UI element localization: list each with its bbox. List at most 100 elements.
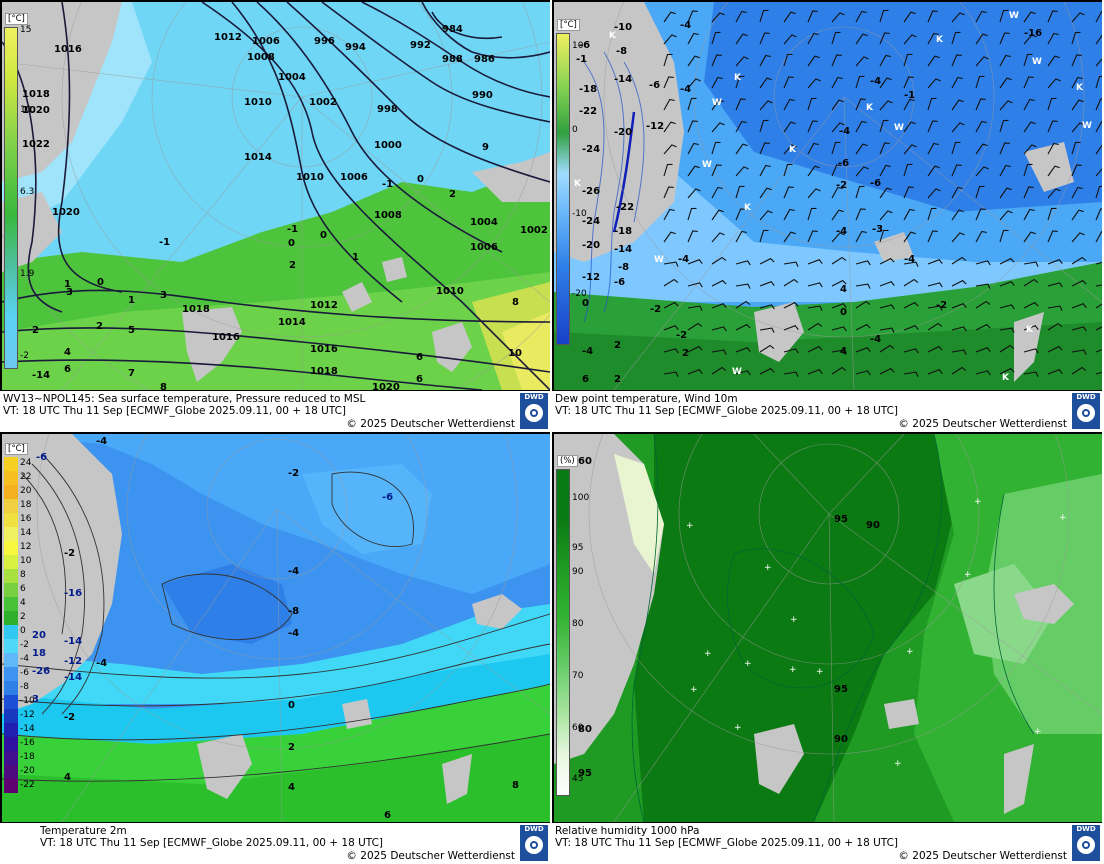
svg-text:2: 2 <box>289 260 296 271</box>
map-dewpoint-wind[interactable]: -10 -4 -6 -8 -1 -16 -14 -6 -4 -18 -22 -2… <box>554 2 1102 390</box>
wind-barb <box>1095 303 1102 309</box>
panel-t2m: -4 -6 -2 -2 -6 -4 -8 -4 -16 -14 -12 -14 … <box>0 432 550 862</box>
svg-text:1004: 1004 <box>278 72 306 83</box>
svg-text:+: + <box>816 667 824 677</box>
legend-item: 18 <box>2 499 46 513</box>
wind-barb <box>903 98 915 111</box>
legend-colorbar <box>556 33 570 345</box>
svg-text:-26: -26 <box>32 666 50 677</box>
graticule <box>36 434 550 822</box>
legend-swatch <box>4 569 18 583</box>
wind-barb <box>999 327 1015 333</box>
svg-text:20: 20 <box>32 630 46 641</box>
wind-barb <box>951 209 964 221</box>
svg-text:6: 6 <box>416 352 423 363</box>
graticule <box>2 2 550 390</box>
svg-text:-12: -12 <box>64 656 82 667</box>
legend-item: 12 <box>2 541 46 555</box>
rh1000-svg: + + + + + + + + + + + + + + + 60 95 90 95 90 80 95 <box>554 434 1102 822</box>
svg-text:1010: 1010 <box>296 172 324 183</box>
svg-text:1000: 1000 <box>374 140 402 151</box>
wind-barb <box>879 54 891 67</box>
svg-text:-1: -1 <box>159 237 170 248</box>
wind-barb <box>687 97 697 111</box>
wind-barb <box>807 32 819 45</box>
svg-text:+: + <box>1059 513 1067 523</box>
wind-barb <box>687 207 697 221</box>
wind-barb <box>831 99 844 111</box>
svg-text:-14: -14 <box>64 672 82 683</box>
svg-text:4: 4 <box>840 284 847 295</box>
wind-barb <box>927 55 940 67</box>
svg-text:W: W <box>702 160 712 170</box>
wind-barb <box>975 120 987 133</box>
legend-swatch <box>4 751 18 765</box>
wind-barb <box>663 121 676 133</box>
wind-barb <box>999 281 1015 287</box>
svg-text:+: + <box>744 659 752 669</box>
svg-text:1018: 1018 <box>22 89 50 100</box>
svg-text:K: K <box>936 35 944 45</box>
svg-text:2: 2 <box>614 340 621 351</box>
svg-text:W: W <box>1032 57 1042 67</box>
svg-text:6: 6 <box>64 364 71 375</box>
svg-text:+: + <box>974 497 982 507</box>
svg-text:-8: -8 <box>616 46 627 57</box>
legend-swatch <box>4 485 18 499</box>
legend-item: 10 <box>2 555 46 569</box>
map-rh1000[interactable]: + + + + + + + + + + + + + + + 60 95 90 95 90 80 95 … <box>554 434 1102 822</box>
wind-barb <box>711 366 727 375</box>
svg-text:1016: 1016 <box>310 344 338 355</box>
svg-text:-8: -8 <box>618 262 629 273</box>
wind-barb <box>927 188 941 199</box>
wind-barb <box>783 53 793 67</box>
wind-barb <box>831 122 845 133</box>
wind-barb <box>807 120 818 133</box>
map-sst-mslp[interactable]: 1016 1012 1006 1008 996 994 984 992 988 … <box>2 2 550 390</box>
wind-barb <box>927 165 940 177</box>
wind-barb <box>735 230 747 243</box>
svg-text:+: + <box>906 647 914 657</box>
svg-text:1018: 1018 <box>182 304 210 315</box>
map-t2m[interactable]: -4 -6 -2 -2 -6 -4 -8 -4 -16 -14 -12 -14 … <box>2 434 550 822</box>
svg-text:1004: 1004 <box>470 217 498 228</box>
wind-barb <box>735 33 748 45</box>
wind-barb <box>879 229 889 243</box>
legend-item: -16 <box>2 737 46 751</box>
t2m-svg: -4 -6 -2 -2 -6 -4 -8 -4 -16 -14 -12 -14 … <box>2 434 550 822</box>
svg-text:4: 4 <box>64 772 71 783</box>
legend-colorbar <box>4 27 18 369</box>
svg-text:K: K <box>609 31 617 41</box>
legend-swatch <box>4 611 18 625</box>
wind-barb <box>831 186 843 199</box>
legend-item: 14 <box>2 527 46 541</box>
wind-barb <box>807 55 820 67</box>
svg-text:-16: -16 <box>64 588 82 599</box>
svg-text:-20: -20 <box>582 240 600 251</box>
svg-text:-4: -4 <box>96 436 107 447</box>
wind-barb <box>903 144 917 155</box>
legend-swatch <box>4 597 18 611</box>
wind-barb <box>975 208 986 221</box>
legend-label: -8 <box>20 682 29 692</box>
wind-barb <box>855 143 868 155</box>
wind-barb <box>951 186 963 199</box>
svg-text:-4: -4 <box>870 334 881 345</box>
wind-barb <box>687 322 703 331</box>
wind-barb <box>999 304 1015 310</box>
svg-text:-6: -6 <box>614 277 625 288</box>
svg-text:W: W <box>654 255 664 265</box>
sst-mslp-svg: 1016 1012 1006 1008 996 994 984 992 988 … <box>2 2 550 390</box>
wind-barb <box>999 344 1015 353</box>
wind-barb <box>951 99 964 111</box>
wind-barb <box>831 164 842 177</box>
svg-text:1014: 1014 <box>278 317 306 328</box>
svg-text:-4: -4 <box>680 20 691 31</box>
wind-barb <box>783 278 799 287</box>
wind-barb <box>1023 76 1034 89</box>
svg-text:-6: -6 <box>36 452 47 463</box>
caption-title: Temperature 2m <box>40 825 127 837</box>
svg-text:95: 95 <box>834 514 848 525</box>
svg-text:-4: -4 <box>836 226 847 237</box>
wind-barb <box>783 371 799 377</box>
